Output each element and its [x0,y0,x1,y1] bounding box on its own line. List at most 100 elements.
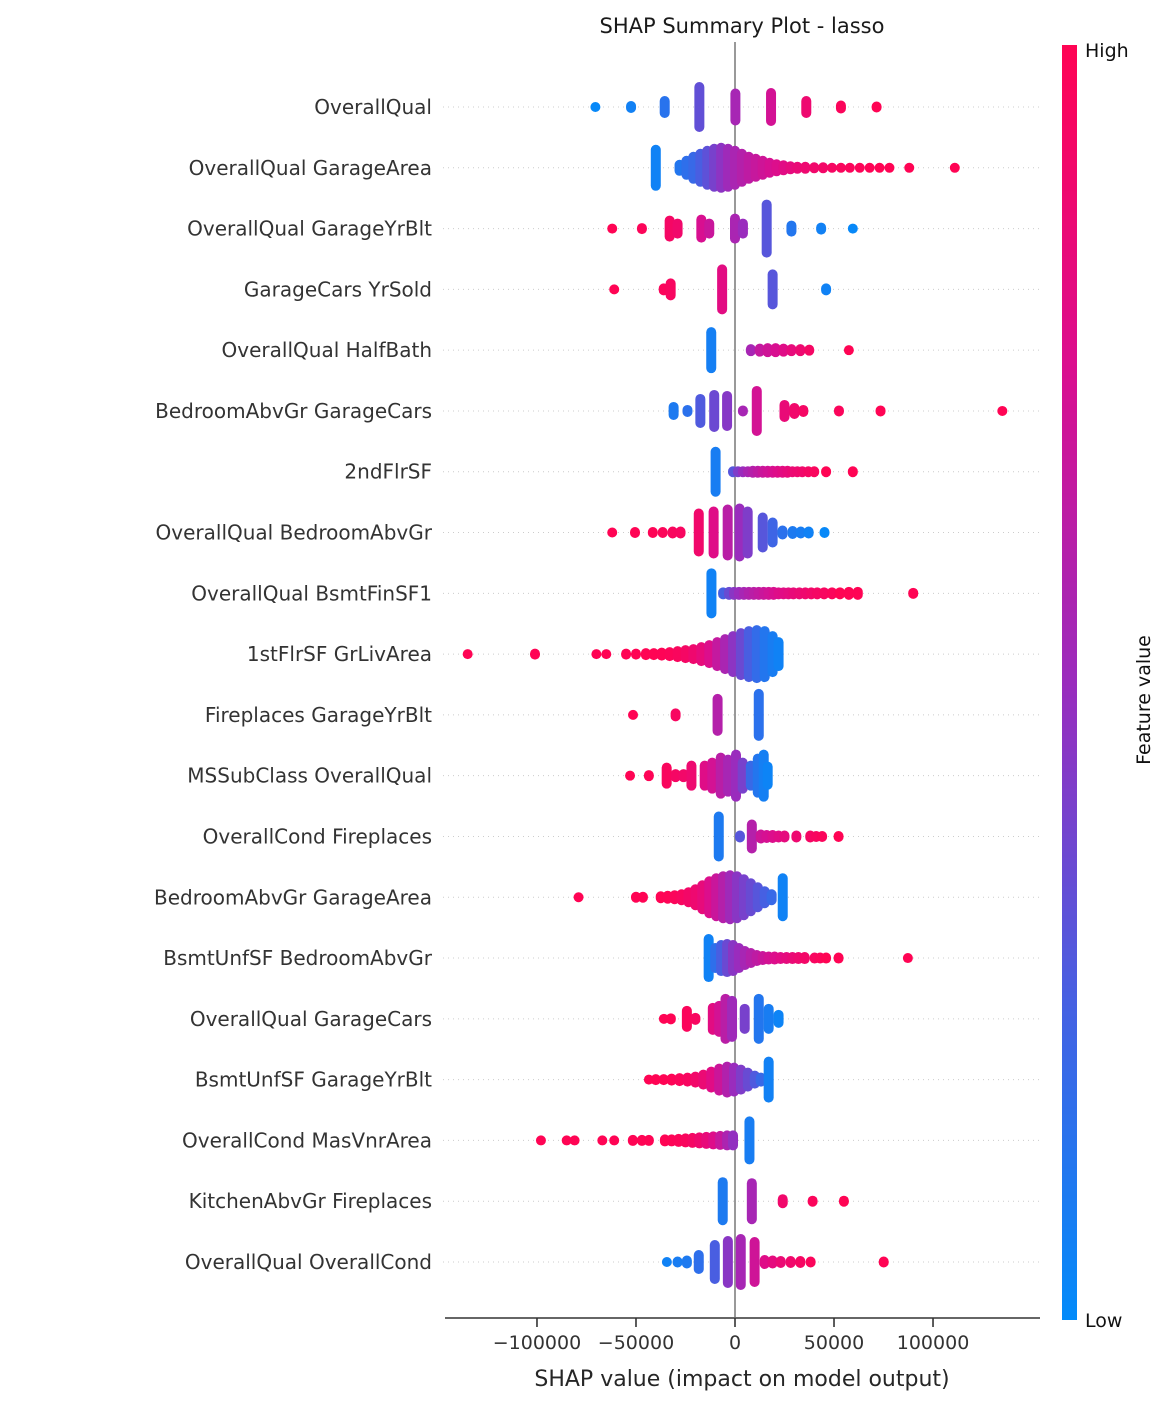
feature-label: MSSubClass OverallQual [187,764,432,788]
feature-label: BsmtUnfSF GarageYrBlt [195,1068,432,1092]
shap-point [833,952,844,964]
shap-point [722,1236,733,1288]
shap-point [789,402,800,419]
beeswarm-points [462,82,1008,1290]
shap-point [801,96,812,118]
shap-point [777,873,788,922]
shap-point [734,830,745,843]
shap-point [682,1072,693,1087]
shap-point [657,527,668,539]
shap-point [759,886,770,909]
shap-point [816,222,827,235]
shap-point [727,995,738,1042]
shap-point [755,1072,766,1087]
shap-point [767,269,778,310]
shap-point [803,526,814,539]
shap-point [778,343,789,357]
shap-point [737,405,748,417]
feature-label: OverallQual BedroomAbvGr [156,521,433,545]
shap-point [627,1134,638,1146]
shap-point [706,327,717,374]
shap-point [717,1177,728,1226]
shap-point [690,1071,701,1088]
shap-point [746,1178,757,1225]
shap-point [690,1012,701,1025]
shap-point [708,506,719,559]
shap-point [717,264,728,315]
x-axis-ticks: −100000 −50000 0 50000 100000 [493,1318,969,1354]
shap-point [730,213,740,244]
shap-point [874,162,885,173]
shap-point [799,952,810,965]
shap-point [664,647,675,662]
shap-point [609,284,620,295]
shap-point [664,215,675,242]
shap-point [767,517,778,548]
feature-label: OverallQual [314,95,432,119]
shap-point [723,754,734,797]
shap-point [650,144,661,191]
shap-point [792,161,803,174]
shap-point [871,101,882,113]
shap-point [745,344,756,357]
shap-point [693,508,704,557]
shap-point [817,830,828,842]
shap-point [658,1074,669,1086]
shap-point [714,1063,725,1096]
shap-point [827,587,838,600]
shap-point [809,466,820,478]
shap-point [827,162,838,173]
shap-point [852,586,863,600]
x-axis-label: SHAP value (impact on model output) [534,1367,949,1392]
shap-point [821,466,832,478]
shap-point [636,223,647,235]
shap-point [753,688,764,741]
feature-label: Fireplaces GarageYrBlt [205,703,432,727]
x-tick-label: −50000 [598,1332,674,1354]
shap-point [709,389,720,432]
colorbar [1062,45,1077,1320]
shap-point [833,405,844,417]
shap-point [807,1195,818,1207]
feature-label: 2ndFlrSF [344,460,432,484]
shap-point [777,525,788,540]
shap-point [800,161,811,174]
shap-point [706,568,717,619]
shap-point [730,88,741,126]
shap-point [561,1135,572,1146]
shap-point [672,218,683,239]
shap-point [712,693,723,736]
shap-point [680,645,691,664]
shap-point [751,625,762,684]
shap-point [821,283,832,296]
shap-point [875,405,886,417]
shap-point [809,162,820,174]
shap-point [759,1255,770,1269]
shap-point [530,648,540,660]
shap-point [694,82,705,132]
shap-point [847,466,858,478]
shap-point [637,891,648,903]
shap-point [728,631,739,678]
shap-point [734,503,745,562]
feature-label: BedroomAbvGr GarageCars [155,399,432,423]
shap-point [749,1237,760,1287]
shap-point [597,1135,608,1146]
shap-point [818,162,829,174]
shap-point [786,220,797,237]
shap-point [847,223,858,234]
shap-point [699,760,710,791]
feature-label: BedroomAbvGr GarageArea [154,885,432,909]
shap-point [704,218,715,239]
shap-point [864,162,875,173]
shap-point [626,101,637,113]
shap-point [795,1256,806,1268]
x-tick-label: 0 [729,1332,741,1354]
shap-point [462,649,473,660]
shap-point [591,649,602,660]
shap-point [902,953,913,964]
shap-point [670,769,681,783]
shap-point [766,889,777,906]
shap-point [742,506,753,559]
